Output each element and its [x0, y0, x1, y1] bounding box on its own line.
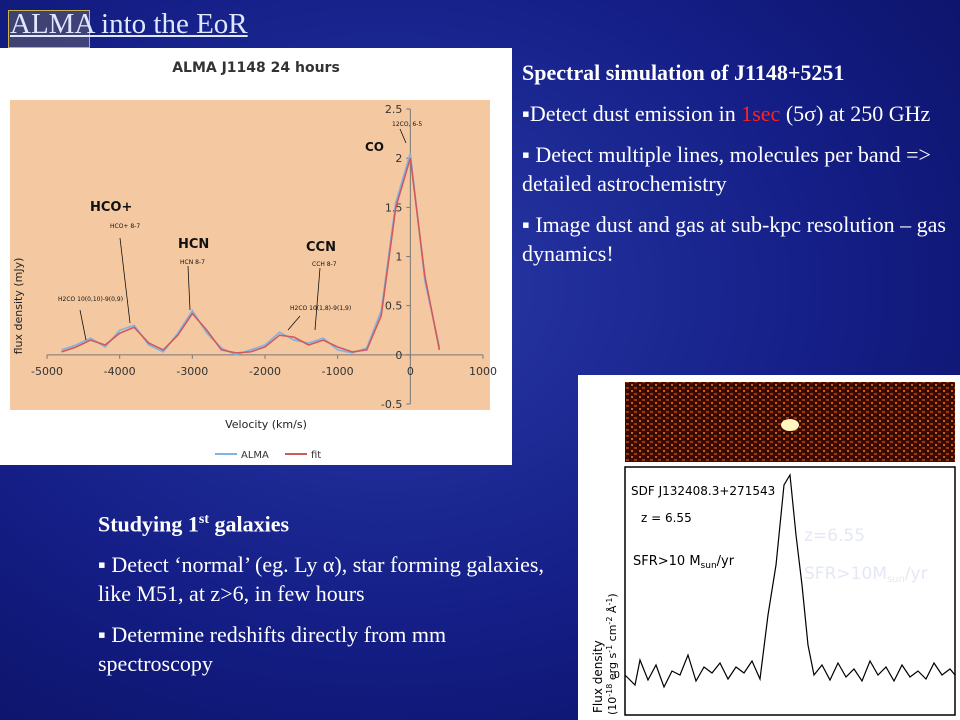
y-tick-label: 2 — [395, 152, 402, 165]
section-heading: Spectral simulation of J1148+5251 — [522, 60, 845, 85]
label-part: /yr — [717, 554, 735, 569]
series-line — [61, 153, 441, 356]
bullet: ▪ Detect ‘normal’ (eg. Ly α), star formi… — [98, 552, 544, 607]
annotation: 12CO, 6-5 — [392, 121, 422, 128]
spectrum-chart: ALMA J1148 24 hours Velocity (km/s) flux… — [0, 48, 512, 465]
x-tick-label: 1000 — [469, 365, 497, 378]
y-axis-label: flux density (mJy) — [12, 258, 25, 355]
legend-label: fit — [311, 450, 321, 461]
annotation: HCN 8-7 — [180, 259, 205, 266]
x-tick-label: -2000 — [249, 365, 281, 378]
emission-blob — [781, 419, 799, 431]
y-tick-label: 0.5 — [385, 300, 403, 313]
inset-tick-label: 0 — [614, 670, 620, 681]
inset-y-label: Flux density — [591, 640, 605, 713]
annotation: CCH 8-7 — [312, 261, 337, 268]
label-part: (10 — [606, 697, 619, 715]
y-tick-label: 1.5 — [385, 201, 403, 214]
title-highlight — [8, 10, 90, 48]
label-part: SFR>10M — [804, 564, 887, 584]
spectral-section: Spectral simulation of J1148+5251 ▪Detec… — [522, 58, 952, 280]
bullet: ▪ Determine redshifts directly from mm s… — [98, 622, 447, 677]
inset-y-units: (10-18 erg s-1 cm-2 Å-1) — [605, 593, 619, 715]
label-part: cm — [606, 625, 619, 645]
y-tick-label: 2.5 — [385, 103, 403, 116]
y-tick-label: 1 — [395, 251, 402, 264]
label-part: -1 — [605, 645, 614, 653]
label-part: erg s — [606, 653, 619, 684]
annotation: HCO+ 8-7 — [110, 223, 140, 230]
annotation-leader — [287, 315, 301, 331]
label-part: SFR>10 M — [633, 554, 701, 569]
heading-text: galaxies — [209, 511, 290, 537]
label-part: /yr — [905, 564, 928, 584]
x-tick-label: -3000 — [176, 365, 208, 378]
y-tick-label: -0.5 — [381, 398, 402, 411]
annotation: CO — [365, 140, 384, 154]
label-part: -1 — [605, 598, 614, 606]
highlight: 1sec — [741, 101, 781, 126]
annotation-leader — [399, 128, 407, 144]
label-part: Å — [606, 605, 619, 616]
ghost-sfr: SFR>10Msun/yr — [804, 564, 928, 585]
annotation-leader — [79, 309, 87, 341]
inset-sfr: SFR>10 Msun/yr — [633, 554, 735, 571]
bullet-text: Detect dust emission in — [529, 101, 742, 126]
inset-axes — [624, 466, 956, 716]
x-tick-label: -4000 — [104, 365, 136, 378]
inset-object: SDF J132408.3+271543 — [631, 484, 775, 498]
ghost-redshift: z=6.55 — [804, 526, 865, 546]
bullet: ▪ Detect multiple lines, molecules per b… — [522, 142, 931, 196]
annotation: CCN — [306, 240, 336, 255]
bullet-text: Determine redshifts directly from mm spe… — [98, 622, 447, 677]
chart-title: ALMA J1148 24 hours — [172, 60, 340, 76]
heading-text: Studying 1 — [98, 511, 199, 537]
annotation-leader — [119, 237, 131, 324]
bullet-text: Detect ‘normal’ (eg. Ly α), star forming… — [98, 552, 544, 607]
plot-area — [10, 100, 490, 410]
annotation: H2CO 10(1,8)-9(1,9) — [290, 305, 351, 312]
bullet: ▪Detect dust emission in 1sec (5σ) at 25… — [522, 101, 931, 126]
galaxies-section: Studying 1st galaxies ▪ Detect ‘normal’ … — [98, 505, 558, 690]
legend-label: ALMA — [241, 450, 269, 461]
annotation: HCN — [178, 237, 209, 252]
x-tick-label: -5000 — [31, 365, 63, 378]
bullet-text: Detect multiple lines, molecules per ban… — [522, 142, 931, 196]
label-part: Flux density — [591, 640, 605, 713]
label-part: sun — [887, 574, 905, 585]
section-heading: Studying 1st galaxies — [98, 505, 558, 538]
series-line — [61, 157, 441, 354]
annotation-leader — [314, 267, 321, 331]
label-part: -18 — [605, 684, 614, 697]
inset-spectrum — [624, 473, 956, 689]
x-tick-label: -1000 — [322, 365, 354, 378]
inset-figure: SDF J132408.3+271543 z = 6.55 Flux densi… — [578, 375, 960, 720]
label-part: -2 — [605, 617, 614, 625]
label-part: sun — [701, 561, 717, 571]
slide-title: ALMA into the EoR — [10, 8, 248, 40]
bullet-text: (5σ) at 250 GHz — [780, 101, 931, 126]
annotation: HCO+ — [90, 200, 132, 215]
bullet-text: Image dust and gas at sub-kpc resolution… — [522, 212, 946, 266]
label-part: ) — [606, 593, 619, 597]
x-axis-label: Velocity (km/s) — [225, 418, 307, 431]
bullet: ▪ Image dust and gas at sub-kpc resoluti… — [522, 212, 946, 266]
x-tick-label: 0 — [407, 365, 414, 378]
annotation-leader — [187, 265, 191, 311]
y-tick-label: 0 — [395, 349, 402, 362]
annotation: H2CO 10(0,10)-9(0,9) — [58, 296, 123, 303]
superscript: st — [198, 512, 210, 527]
inset-redshift: z = 6.55 — [641, 511, 692, 525]
